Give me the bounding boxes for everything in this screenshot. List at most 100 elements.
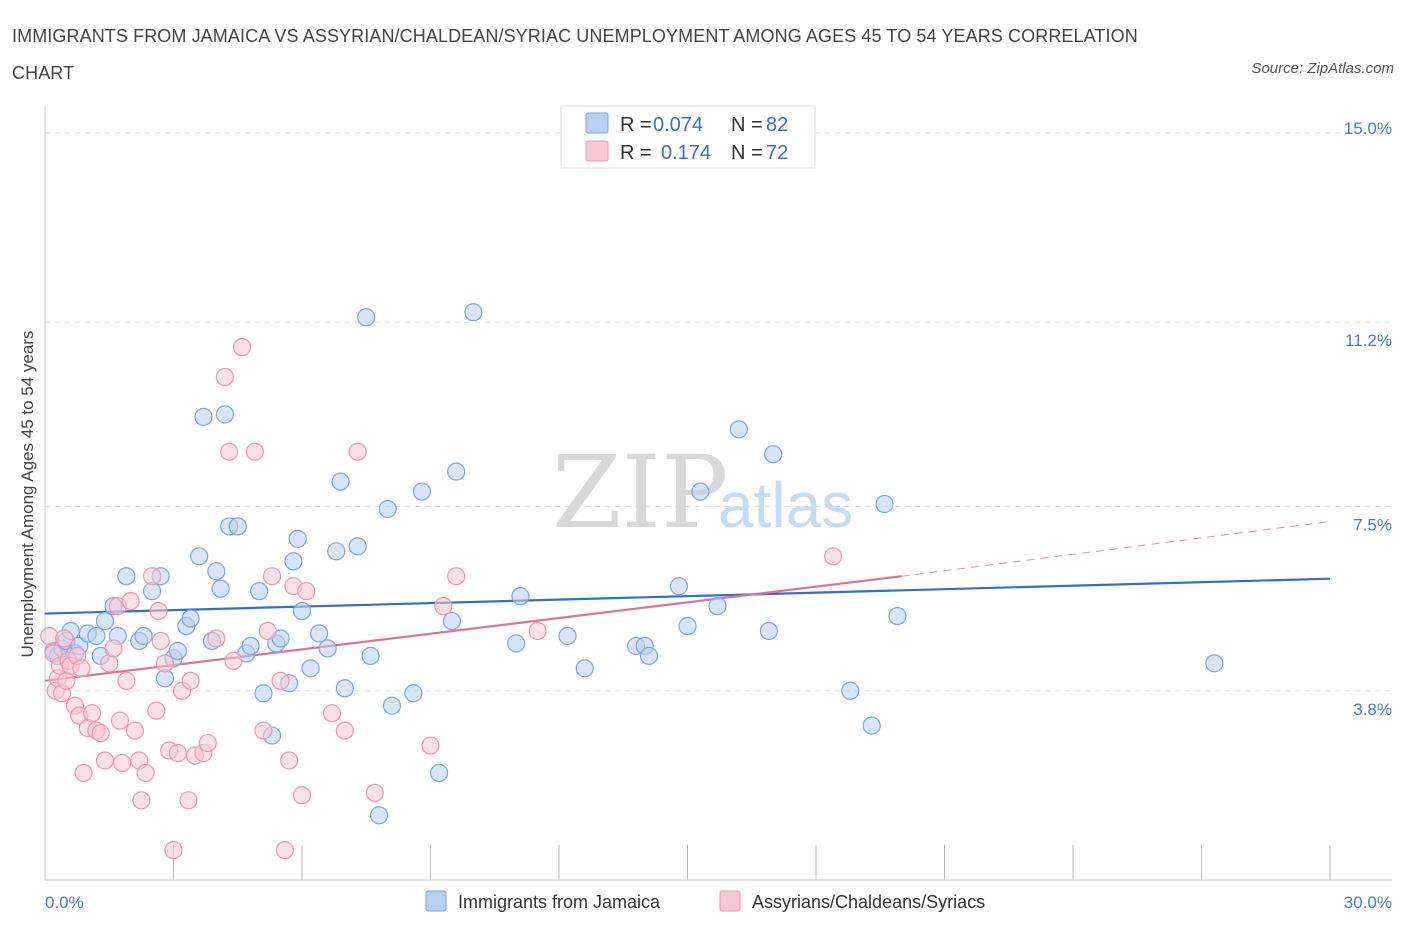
point-jamaica (331, 472, 350, 491)
y-tick-label: 3.8% (1353, 700, 1392, 719)
point-assyrian (117, 671, 136, 690)
point-jamaica (404, 684, 423, 703)
legend-box: R = 0.074 N = 82 R = 0.174 N = 72 (560, 105, 816, 169)
point-jamaica (558, 626, 577, 646)
legend-swatch-jamaica (585, 112, 609, 134)
point-jamaica (284, 552, 303, 571)
legend-swatch-assyrian (585, 140, 609, 162)
point-jamaica (228, 517, 247, 536)
point-assyrian (254, 721, 273, 740)
axes (44, 106, 1392, 881)
point-assyrian (104, 639, 123, 658)
watermark-atlas: atlas (718, 469, 853, 541)
point-assyrian (322, 704, 342, 723)
point-assyrian (100, 654, 119, 673)
point-jamaica (318, 639, 337, 658)
trend-line-assyrian-extension (901, 520, 1331, 577)
trend-lines (44, 520, 1331, 682)
point-jamaica (250, 582, 269, 601)
point-jamaica (181, 609, 200, 628)
point-assyrian (83, 704, 102, 723)
legend-r-value-2: 0.174 (661, 142, 711, 164)
point-jamaica (207, 562, 226, 581)
y-tick-label: 15.0% (1344, 119, 1392, 138)
point-jamaica (669, 577, 689, 596)
legend-n-label-2: N = (731, 142, 763, 164)
legend-r-value-1: 0.074 (653, 114, 703, 136)
point-jamaica (382, 696, 402, 715)
point-assyrian (198, 733, 217, 753)
bottom-legend-swatch-assyrian (719, 890, 741, 912)
bottom-legend: Immigrants from Jamaica Assyrians/Chalde… (425, 890, 985, 912)
point-assyrian (121, 592, 140, 611)
point-assyrian (824, 547, 843, 566)
point-jamaica (357, 308, 376, 327)
point-assyrian (215, 367, 234, 387)
trend-line-assyrian (44, 575, 902, 682)
point-assyrian (151, 631, 170, 651)
point-jamaica (1205, 654, 1224, 673)
point-jamaica (442, 611, 462, 631)
point-assyrian (74, 763, 93, 783)
point-assyrian (258, 621, 277, 641)
point-assyrian (72, 659, 91, 678)
point-jamaica (168, 641, 187, 661)
point-assyrian (335, 721, 354, 740)
point-jamaica (639, 646, 659, 666)
point-jamaica (87, 626, 106, 646)
point-assyrian (181, 671, 200, 690)
point-assyrian (142, 567, 162, 586)
point-assyrian (224, 651, 243, 670)
series-assyrian-points (40, 338, 843, 860)
legend-n-value-2: 72 (766, 142, 788, 164)
point-jamaica (875, 494, 894, 514)
point-jamaica (888, 606, 907, 626)
point-assyrian (91, 723, 110, 743)
point-assyrian (275, 841, 294, 860)
point-jamaica (764, 445, 783, 464)
source-label: Source: ZipAtlas.com (1251, 60, 1394, 77)
point-jamaica (691, 482, 710, 501)
y-tick-label: 7.5% (1353, 516, 1392, 535)
point-jamaica (429, 763, 449, 783)
point-assyrian (220, 442, 239, 461)
point-jamaica (575, 659, 594, 678)
bottom-legend-label-jamaica: Immigrants from Jamaica (458, 892, 661, 912)
point-jamaica (134, 626, 153, 646)
point-assyrian (136, 763, 155, 783)
point-jamaica (841, 681, 860, 700)
point-assyrian (447, 567, 466, 586)
point-jamaica (241, 636, 260, 656)
point-jamaica (759, 621, 778, 641)
point-jamaica (378, 499, 397, 519)
y-tick-label: 11.2% (1345, 331, 1392, 350)
point-jamaica (361, 646, 380, 666)
point-jamaica (327, 542, 346, 561)
legend-r-label-2: R = (620, 142, 652, 164)
bottom-legend-label-assyrian: Assyrians/Chaldeans/Syriacs (752, 892, 985, 912)
watermark: ZIP atlas (552, 434, 853, 551)
point-assyrian (125, 721, 145, 740)
point-jamaica (348, 537, 367, 556)
point-jamaica (117, 567, 136, 586)
point-assyrian (271, 671, 290, 690)
point-assyrian (168, 743, 187, 763)
point-jamaica (862, 716, 881, 735)
point-assyrian (297, 582, 316, 601)
point-jamaica (464, 303, 483, 322)
point-jamaica (215, 405, 234, 424)
point-assyrian (365, 783, 384, 802)
point-jamaica (211, 579, 230, 598)
legend-n-value-1: 82 (766, 114, 788, 136)
point-assyrian (280, 751, 299, 770)
point-assyrian (155, 654, 175, 673)
point-assyrian (245, 442, 264, 461)
trend-line-jamaica (44, 577, 1331, 615)
point-jamaica (301, 659, 320, 678)
point-assyrian (110, 711, 130, 730)
point-assyrian (232, 338, 252, 357)
point-assyrian (40, 626, 59, 646)
point-jamaica (678, 616, 697, 636)
point-assyrian (112, 753, 132, 773)
point-jamaica (292, 601, 312, 621)
